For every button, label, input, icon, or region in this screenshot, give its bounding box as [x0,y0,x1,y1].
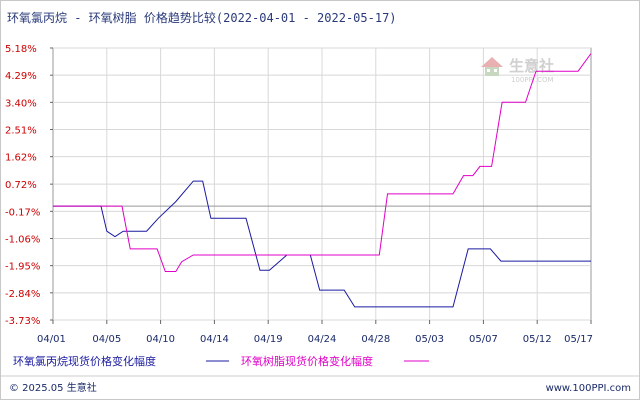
y-tick-label: -3.73% [5,316,40,327]
x-tick-label: 05/03 [415,334,444,345]
series-line-epoxy-resin [53,53,592,272]
grid [53,47,591,321]
y-tick-label: 2.51% [5,126,37,137]
x-axis-ticks: 04/01 04/05 04/10 04/14 04/19 04/24 04/28 05/03… [37,320,593,345]
watermark-url-text: 100PPI.COM [511,76,554,84]
y-tick-label: -1.06% [5,234,40,245]
x-tick-label: 05/12 [523,334,552,345]
x-tick-label: 04/28 [361,334,390,345]
series-layer [53,53,592,308]
x-tick-label: 04/19 [254,334,283,345]
y-tick-label: 1.62% [5,153,37,164]
footer-site-link[interactable]: www.100PPI.com [546,383,631,394]
footer-copyright: © 2025.05 生意社 [9,381,97,394]
legend-label-series-a: 环氧氯丙烷现货价格变化幅度 [13,354,156,368]
house-logo-icon [481,57,503,76]
x-tick-label: 04/14 [200,334,229,345]
legend-label-series-b: 环氧树脂现货价格变化幅度 [241,354,373,368]
series-line-epichlorohydrin [53,180,591,308]
x-tick-label: 04/10 [146,334,175,345]
x-tick-label: 04/24 [308,334,337,345]
y-tick-label: -1.95% [5,262,40,273]
y-tick-label: 0.72% [5,180,37,191]
y-axis-ticks: 5.18% 4.29% 3.40% 2.51% 1.62% 0.72% -0.17% -1.0… [5,44,53,327]
y-tick-label: -0.17% [5,207,40,218]
watermark-logo-text: 生意社 [509,57,554,75]
watermark-logo: 生意社 100PPI.COM [481,57,554,84]
y-tick-label: 5.18% [5,44,37,55]
y-tick-label: 4.29% [5,71,37,82]
x-tick-label: 04/05 [92,334,121,345]
legend: 环氧氯丙烷现货价格变化幅度 环氧树脂现货价格变化幅度 [13,354,429,368]
y-tick-label: -2.84% [5,289,40,300]
y-tick-label: 3.40% [5,98,37,109]
x-tick-label: 04/01 [37,334,66,345]
x-tick-label: 05/17 [564,334,593,345]
chart-title: 环氧氯丙烷 - 环氧树脂 价格趋势比较(2022-04-01 - 2022-05… [7,10,397,25]
x-tick-label: 05/07 [469,334,498,345]
